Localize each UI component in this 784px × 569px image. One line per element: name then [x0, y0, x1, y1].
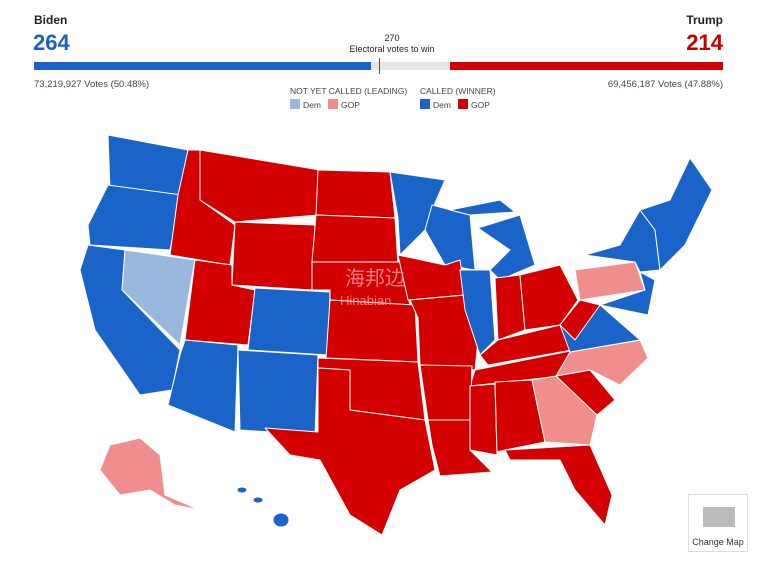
trump-popular: 69,456,187 Votes (47.88%) [607, 79, 723, 90]
legend-item: GOP [328, 99, 360, 110]
state [107, 134, 189, 196]
state [459, 269, 496, 356]
state [311, 214, 399, 266]
state [199, 149, 321, 223]
threshold-label: Electoral votes to win [349, 44, 435, 54]
map-icon-shape [703, 507, 735, 527]
map-icon [703, 507, 735, 527]
trump-name: Trump [686, 13, 723, 27]
watermark: Hinabian [340, 293, 391, 308]
state [99, 437, 201, 511]
legend-not-called: NOT YET CALLED (LEADING) [290, 86, 408, 96]
legend-label: GOP [341, 100, 360, 110]
legend-label: Dem [433, 100, 451, 110]
state [231, 221, 316, 291]
state [494, 379, 546, 453]
state [469, 383, 498, 456]
change-map-button[interactable]: Change Map [688, 494, 748, 552]
state [599, 271, 656, 316]
trump-electoral: 214 [686, 30, 723, 55]
legend-label: GOP [471, 100, 490, 110]
biden-name: Biden [34, 13, 68, 27]
legend-item: Dem [420, 99, 451, 110]
state [325, 299, 419, 363]
state [449, 199, 516, 216]
state [272, 512, 290, 528]
state [252, 496, 264, 504]
electoral-bar [34, 58, 723, 74]
state [315, 169, 396, 219]
state [247, 287, 331, 356]
watermark: 海邦边 [345, 267, 405, 290]
threshold-line [378, 58, 380, 74]
state [504, 444, 613, 526]
state [87, 184, 183, 251]
biden-bar [34, 62, 371, 70]
button-label: Change Map [692, 537, 744, 547]
state [167, 339, 239, 433]
biden-electoral: 264 [33, 30, 70, 55]
legend-called: CALLED (WINNER) [420, 86, 496, 96]
biden-popular: 73,219,927 Votes (50.48%) [34, 79, 150, 90]
state [264, 367, 436, 536]
state [519, 264, 579, 331]
trump-bar [449, 62, 723, 70]
state [531, 375, 598, 446]
state [121, 249, 196, 346]
state [639, 157, 713, 271]
legend-item: GOP [458, 99, 490, 110]
state [236, 486, 248, 494]
legend-label: Dem [303, 100, 321, 110]
state [419, 364, 473, 421]
legend-item: Dem [290, 99, 321, 110]
state [237, 349, 319, 436]
state [397, 254, 466, 301]
threshold: 270 [384, 33, 400, 43]
